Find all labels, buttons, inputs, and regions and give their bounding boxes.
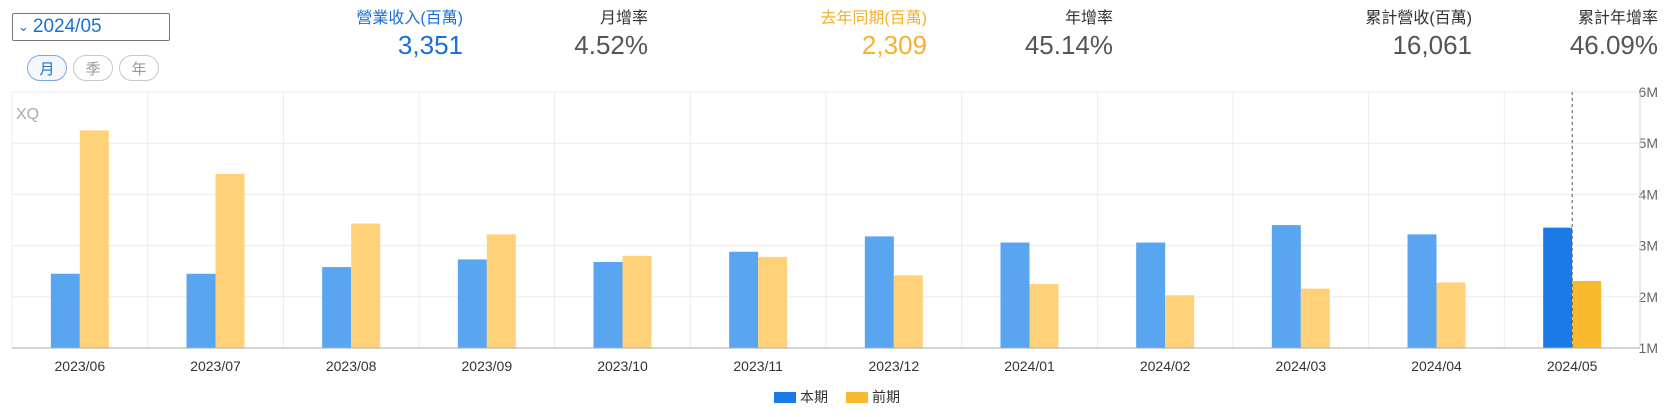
freq-button-year[interactable]: 年	[119, 55, 159, 81]
legend-swatch-current	[774, 391, 796, 403]
bar-previous	[215, 173, 245, 348]
bar-previous	[486, 234, 516, 348]
x-tick-label: 2024/03	[1276, 358, 1327, 374]
chevron-down-icon: ⌄	[18, 19, 29, 34]
bar-current	[322, 267, 352, 348]
x-tick-label: 2023/11	[733, 358, 783, 374]
stat-revenue-value: 3,351	[397, 30, 463, 60]
x-tick-label: 2023/09	[462, 358, 513, 374]
stat-revenue: 營業收入(百萬) 3,351	[356, 4, 463, 61]
bar-current	[729, 251, 759, 348]
legend-label-current: 本期	[800, 389, 828, 405]
y-tick-label: 1M	[1639, 340, 1658, 356]
frequency-toggle-group: 月 季 年	[27, 55, 159, 81]
bar-current	[1407, 234, 1437, 348]
stat-yoy-label: 年增率	[1064, 10, 1113, 27]
bar-previous	[1436, 282, 1466, 348]
period-select[interactable]: ⌄ 2024/05	[12, 13, 170, 41]
x-tick-label: 2024/01	[1004, 358, 1055, 374]
legend-label-previous: 前期	[872, 389, 900, 405]
freq-button-quarter[interactable]: 季	[73, 55, 113, 81]
stat-cumulative-label: 累計營收(百萬)	[1365, 10, 1472, 27]
bar-current	[1000, 242, 1030, 348]
x-tick-label: 2024/04	[1411, 358, 1462, 374]
stat-mom: 月增率 4.52%	[574, 4, 648, 61]
bar-current	[1136, 242, 1166, 348]
x-tick-label: 2023/10	[597, 358, 648, 374]
stat-cumulative-value: 16,061	[1392, 30, 1472, 60]
bar-current	[593, 261, 623, 348]
x-tick-label: 2023/07	[190, 358, 241, 374]
bar-current	[1271, 225, 1301, 348]
x-tick-label: 2023/08	[326, 358, 377, 374]
bar-current	[457, 259, 487, 348]
x-tick-label: 2023/06	[55, 358, 106, 374]
bar-previous	[758, 256, 788, 348]
y-tick-label: 3M	[1639, 238, 1658, 254]
bar-previous	[1165, 295, 1195, 348]
bar-current	[1543, 227, 1573, 348]
x-tick-label: 2023/12	[869, 358, 920, 374]
watermark-text: XQ	[16, 106, 39, 123]
y-tick-label: 5M	[1639, 135, 1658, 151]
freq-button-month[interactable]: 月	[27, 55, 67, 81]
stat-cumulative-yoy-label: 累計年增率	[1577, 10, 1658, 27]
legend-swatch-previous	[846, 391, 868, 403]
legend-item-current[interactable]: 本期	[774, 387, 828, 407]
y-tick-label: 6M	[1639, 84, 1658, 100]
bar-previous	[351, 223, 381, 348]
stat-prior-year: 去年同期(百萬) 2,309	[820, 4, 927, 61]
stat-cumulative: 累計營收(百萬) 16,061	[1365, 4, 1472, 61]
bar-previous	[622, 255, 652, 348]
x-tick-label: 2024/02	[1140, 358, 1191, 374]
stat-cumulative-yoy-value: 46.09%	[1569, 30, 1658, 60]
bar-previous	[893, 275, 923, 348]
x-tick-label: 2024/05	[1547, 358, 1598, 374]
stat-mom-label: 月增率	[599, 10, 648, 27]
bar-current	[864, 236, 894, 348]
period-select-value: 2024/05	[32, 16, 102, 37]
bar-current	[186, 273, 216, 348]
stat-mom-value: 4.52%	[574, 30, 648, 60]
stat-yoy-value: 45.14%	[1024, 30, 1113, 60]
legend-item-previous[interactable]: 前期	[846, 387, 900, 407]
y-tick-label: 4M	[1639, 186, 1658, 202]
stat-yoy: 年增率 45.14%	[1025, 4, 1113, 61]
bar-previous	[1300, 288, 1330, 348]
bar-previous	[1572, 280, 1602, 348]
y-tick-label: 2M	[1639, 289, 1658, 305]
stat-prior-year-label: 去年同期(百萬)	[820, 10, 927, 27]
stat-cumulative-yoy: 累計年增率 46.09%	[1570, 4, 1658, 61]
bar-previous	[79, 130, 109, 348]
chart-legend: 本期 前期	[0, 387, 1674, 407]
stat-prior-year-value: 2,309	[861, 30, 927, 60]
bar-previous	[1029, 284, 1059, 348]
bar-current	[50, 273, 80, 348]
stat-revenue-label: 營業收入(百萬)	[356, 10, 463, 27]
